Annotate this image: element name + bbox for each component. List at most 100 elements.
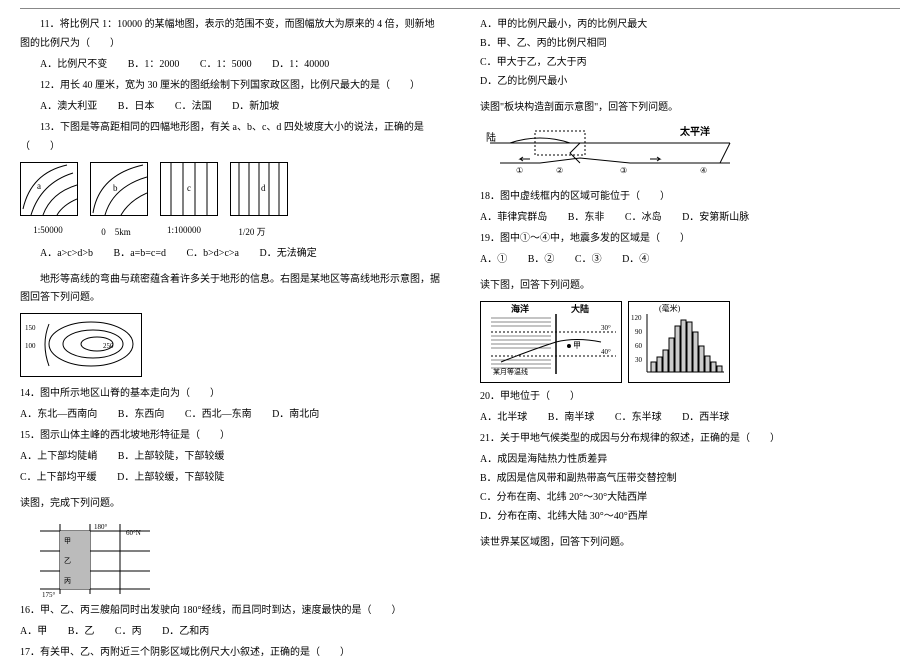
- q19-opt-b: B．②: [528, 254, 555, 265]
- section-plate-intro: 读图"板块构造剖面示意图"，回答下列问题。: [480, 99, 900, 117]
- svg-text:大陆: 大陆: [571, 303, 589, 314]
- left-column: 11．将比例尺 1：10000 的某幅地图，表示的范围不变，而图幅放大为原来的 …: [20, 15, 440, 664]
- q15-opt-a: A．上下部均陡峭: [20, 451, 97, 462]
- q18-opt-c: C．冰岛: [625, 212, 662, 223]
- q20-stem: 20．甲地位于（ ）: [480, 387, 900, 406]
- svg-text:②: ②: [556, 166, 563, 175]
- q13-fig-d: d: [230, 162, 288, 219]
- q13-cap-a: 1:50000: [20, 225, 76, 238]
- svg-text:甲: 甲: [573, 341, 581, 350]
- q14-opt-b: B．东西向: [118, 409, 165, 420]
- plate-pacific-label: 太平洋: [679, 125, 710, 138]
- q20-opt-d: D．西半球: [682, 412, 729, 423]
- section-climate-intro: 读下图，回答下列问题。: [480, 277, 900, 295]
- svg-text:175°: 175°: [42, 591, 56, 597]
- climate-figure: 海洋 大陆 30° 40° 某月等温线: [480, 301, 900, 383]
- q19-opt-c: C．③: [575, 254, 602, 265]
- svg-text:海洋: 海洋: [511, 303, 529, 314]
- svg-text:③: ③: [620, 166, 627, 175]
- q20-opt-b: B．南半球: [548, 412, 595, 423]
- svg-text:某月等温线: 某月等温线: [493, 367, 528, 376]
- q17-opt-d: D．乙的比例尺最小: [480, 72, 900, 91]
- q20-options: A．北半球 B．南半球 C．东半球 D．西半球: [480, 408, 900, 427]
- svg-text:150: 150: [25, 324, 36, 332]
- q21-options: A．成因是海陆热力性质差异 B．成因是信风带和副热带高气压带交替控制 C．分布在…: [480, 450, 900, 526]
- svg-text:90: 90: [635, 328, 643, 336]
- right-column: A．甲的比例尺最小，丙的比例尺最大 B．甲、乙、丙的比例尺相同 C．甲大于乙，乙…: [480, 15, 900, 664]
- q16-stem: 16．甲、乙、丙三艘船同时出发驶向 180°经线，而且同时到达，速度最快的是（ …: [20, 601, 440, 620]
- svg-text:d: d: [261, 183, 266, 193]
- latlon-figure: 180° 60°N 甲 乙 丙 175°: [20, 519, 440, 597]
- q21-opt-a: A．成因是海陆热力性质差异: [480, 450, 900, 469]
- q16-opt-a: A．甲: [20, 626, 47, 637]
- q16-opt-c: C．丙: [115, 626, 142, 637]
- q15-options-2: C．上下部均平缓 D．上部较缓，下部较陡: [20, 468, 440, 487]
- plate-figure: 陆 太平洋 ① ② ③ ④: [480, 123, 900, 183]
- q13-opt-b: B．a=b=c=d: [114, 248, 166, 259]
- q21-stem: 21．关于甲地气候类型的成因与分布规律的叙述，正确的是（ ）: [480, 429, 900, 448]
- svg-text:60°N: 60°N: [126, 529, 141, 537]
- svg-text:180°: 180°: [94, 523, 108, 531]
- q15-stem: 15．图示山体主峰的西北坡地形特征是（ ）: [20, 426, 440, 445]
- q18-opt-a: A．菲律宾群岛: [480, 212, 547, 223]
- q14-options: A．东北—西南向 B．东西向 C．西北—东南 D．南北向: [20, 405, 440, 424]
- svg-text:b: b: [113, 183, 118, 193]
- svg-text:丙: 丙: [64, 577, 71, 585]
- q11-options: A．比例尺不变 B．1：2000 C．1：5000 D．1：40000: [20, 55, 440, 74]
- q15-opt-b: B．上部较陡，下部较缓: [118, 451, 225, 462]
- q16-opt-d: D．乙和丙: [162, 626, 209, 637]
- q19-stem: 19．图中①～④中，地震多发的区域是（ ）: [480, 229, 900, 248]
- svg-text:30: 30: [635, 356, 643, 364]
- q14-opt-a: A．东北—西南向: [20, 409, 97, 420]
- q15-options: A．上下部均陡峭 B．上部较陡，下部较缓: [20, 447, 440, 466]
- q13-opt-c: C．b>d>c>a: [187, 248, 239, 259]
- svg-text:a: a: [37, 181, 41, 191]
- q19-options: A．① B．② C．③ D．④: [480, 250, 900, 269]
- q13-opt-a: A．a>c>d>b: [40, 248, 93, 259]
- q11-opt-d: D．1：40000: [272, 59, 329, 70]
- q11-stem: 11．将比例尺 1：10000 的某幅地图，表示的范围不变，而图幅放大为原来的 …: [20, 15, 440, 53]
- q13-figures: a b: [20, 162, 440, 219]
- svg-text:①: ①: [516, 166, 523, 175]
- svg-text:60: 60: [635, 342, 643, 350]
- q13-cap-d: 1/20 万: [224, 225, 280, 238]
- q18-opt-d: D．安第斯山脉: [682, 212, 749, 223]
- q18-stem: 18．图中虚线框内的区域可能位于（ ）: [480, 187, 900, 206]
- svg-text:30°: 30°: [601, 324, 611, 332]
- q13-fig-a: a: [20, 162, 78, 219]
- q12-opt-d: D．新加坡: [232, 101, 279, 112]
- q12-opt-c: C．法国: [175, 101, 212, 112]
- q18-options: A．菲律宾群岛 B．东非 C．冰岛 D．安第斯山脉: [480, 208, 900, 227]
- q14-opt-c: C．西北—东南: [185, 409, 252, 420]
- q15-opt-c: C．上下部均平缓: [20, 472, 97, 483]
- q13-opt-d: D．无法确定: [259, 248, 316, 259]
- q13-options: A．a>c>d>b B．a=b=c=d C．b>d>c>a D．无法确定: [20, 244, 440, 263]
- q12-options: A．澳大利亚 B．日本 C．法国 D．新加坡: [20, 97, 440, 116]
- svg-text:c: c: [187, 183, 191, 193]
- q13-stem: 13．下图是等高距相同的四幅地形图，有关 a、b、c、d 四处坡度大小的说法，正…: [20, 118, 440, 156]
- svg-text:250: 250: [103, 342, 114, 350]
- q21-opt-d: D．分布在南、北纬大陆 30°～40°西岸: [480, 507, 900, 526]
- q19-opt-a: A．①: [480, 254, 507, 265]
- q18-opt-b: B．东非: [568, 212, 605, 223]
- q17-opt-a: A．甲的比例尺最小，丙的比例尺最大: [480, 15, 900, 34]
- q17-options: A．甲的比例尺最小，丙的比例尺最大 B．甲、乙、丙的比例尺相同 C．甲大于乙，乙…: [480, 15, 900, 91]
- q13-captions: 1:50000 0 5km 1:100000 1/20 万: [20, 225, 440, 238]
- q21-opt-c: C．分布在南、北纬 20°～30°大陆西岸: [480, 488, 900, 507]
- q13-cap-c: 1:100000: [156, 225, 212, 238]
- svg-text:④: ④: [700, 166, 707, 175]
- section-world-region-intro: 读世界某区域图，回答下列问题。: [480, 534, 900, 552]
- q12-opt-b: B．日本: [118, 101, 155, 112]
- q20-opt-c: C．东半球: [615, 412, 662, 423]
- section-latlon-intro: 读图，完成下列问题。: [20, 495, 440, 513]
- q21-opt-b: B．成因是信风带和副热带高气压带交替控制: [480, 469, 900, 488]
- svg-text:乙: 乙: [64, 557, 71, 565]
- q20-opt-a: A．北半球: [480, 412, 527, 423]
- q12-opt-a: A．澳大利亚: [40, 101, 97, 112]
- svg-text:甲: 甲: [64, 537, 71, 545]
- q19-opt-d: D．④: [622, 254, 649, 265]
- q11-opt-b: B．1：2000: [128, 59, 180, 70]
- q13-fig-c: c: [160, 162, 218, 219]
- q16-opt-b: B．乙: [68, 626, 95, 637]
- q11-opt-a: A．比例尺不变: [40, 59, 107, 70]
